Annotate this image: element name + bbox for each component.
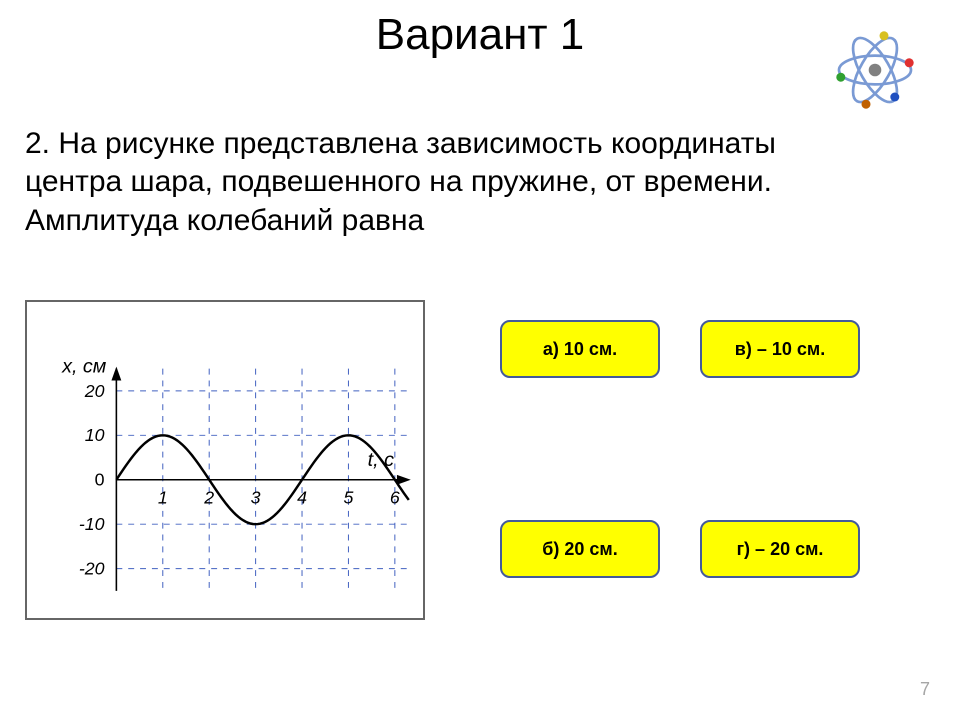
answer-b-button[interactable]: б) 20 см. <box>500 520 660 578</box>
svg-text:1: 1 <box>158 487 168 507</box>
atom-icon <box>830 25 920 115</box>
svg-text:5: 5 <box>343 487 353 507</box>
answers-block: а) 10 см. в) – 10 см. б) 20 см. г) – 20 … <box>500 320 920 640</box>
oscillation-chart: 1 2 3 4 5 6 -20 -10 10 20 0 x, см t, с <box>25 300 425 620</box>
svg-text:10: 10 <box>85 425 105 445</box>
answer-g-button[interactable]: г) – 20 см. <box>700 520 860 578</box>
answer-v-button[interactable]: в) – 10 см. <box>700 320 860 378</box>
page-title: Вариант 1 <box>0 10 960 60</box>
svg-text:4: 4 <box>297 487 307 507</box>
svg-text:-10: -10 <box>79 514 105 534</box>
svg-text:20: 20 <box>84 381 105 401</box>
svg-text:3: 3 <box>251 487 261 507</box>
svg-text:2: 2 <box>203 487 214 507</box>
svg-text:-20: -20 <box>79 559 105 579</box>
page-number: 7 <box>920 679 930 700</box>
svg-text:0: 0 <box>95 470 105 490</box>
answer-a-button[interactable]: а) 10 см. <box>500 320 660 378</box>
svg-text:6: 6 <box>390 487 400 507</box>
svg-text:x, см: x, см <box>61 356 107 378</box>
svg-text:t, с: t, с <box>368 449 394 471</box>
question-text: 2. На рисунке представлена зависимость к… <box>25 125 785 240</box>
